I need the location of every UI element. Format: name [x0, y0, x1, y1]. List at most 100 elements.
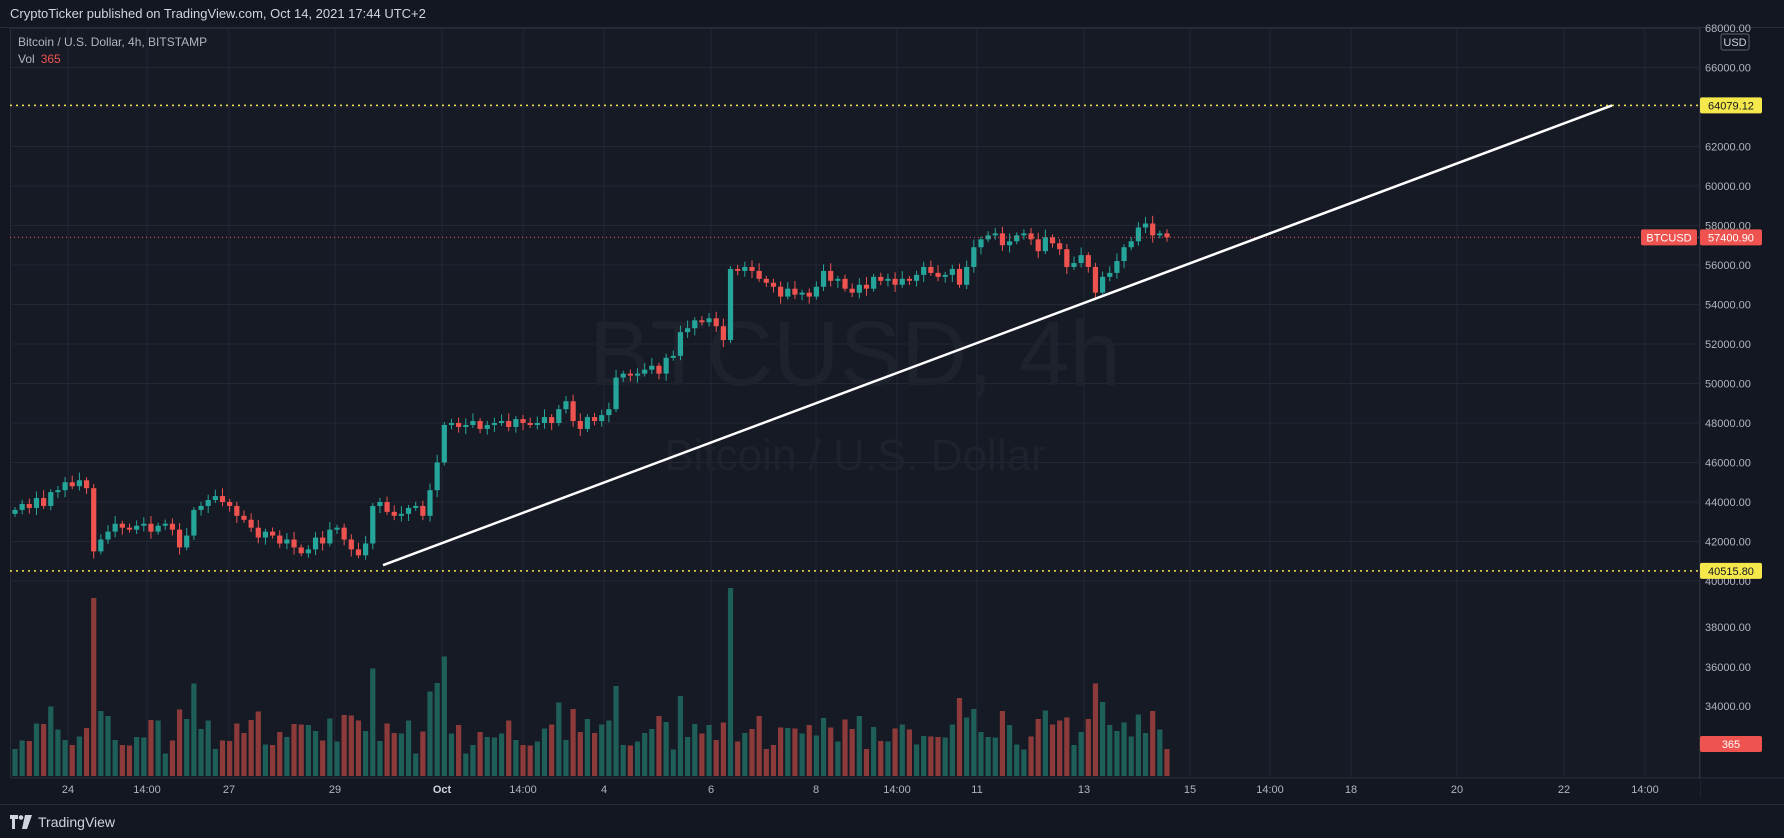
volume-bar[interactable]	[527, 745, 533, 777]
candle-body[interactable]	[155, 525, 161, 532]
volume-bar[interactable]	[1049, 724, 1056, 777]
volume-bar[interactable]	[606, 720, 612, 777]
candle-body[interactable]	[799, 292, 805, 295]
candle-body[interactable]	[1064, 249, 1070, 267]
volume-bar[interactable]	[620, 745, 626, 776]
upper-level-tag[interactable]	[1700, 97, 1762, 114]
candle-body[interactable]	[227, 502, 233, 506]
volume-bar[interactable]	[291, 724, 297, 776]
trend-line[interactable]	[382, 104, 1613, 567]
chart-panel[interactable]	[10, 28, 1700, 794]
volume-bar[interactable]	[484, 737, 490, 776]
candle-body[interactable]	[119, 523, 125, 528]
volume-bar[interactable]	[377, 741, 383, 776]
volume-bar[interactable]	[942, 737, 948, 777]
volume-bar[interactable]	[634, 741, 641, 777]
candle-body[interactable]	[649, 365, 655, 370]
candle-body[interactable]	[148, 523, 154, 532]
volume-bar[interactable]	[284, 737, 290, 776]
candle-body[interactable]	[405, 507, 412, 514]
volume-bar[interactable]	[863, 749, 870, 776]
candle-body[interactable]	[327, 529, 333, 544]
candle-body[interactable]	[892, 278, 898, 285]
volume-bar[interactable]	[398, 733, 404, 777]
volume-bar[interactable]	[91, 598, 97, 776]
volume-bar[interactable]	[19, 740, 25, 777]
candle-body[interactable]	[48, 492, 54, 506]
candle-body[interactable]	[1014, 235, 1020, 242]
time-axis[interactable]	[10, 778, 1700, 798]
volume-bar[interactable]	[1057, 720, 1063, 777]
volume-bar[interactable]	[355, 720, 362, 777]
volume-bar[interactable]	[1028, 736, 1034, 777]
candle-body[interactable]	[1085, 255, 1091, 267]
volume-bar[interactable]	[1078, 732, 1084, 776]
candle-body[interactable]	[219, 496, 226, 502]
candle-body[interactable]	[19, 503, 25, 510]
volume-bar[interactable]	[470, 745, 476, 776]
volume-bar[interactable]	[219, 740, 226, 777]
volume-bar[interactable]	[348, 715, 354, 777]
candle-body[interactable]	[806, 292, 812, 297]
candle-body[interactable]	[906, 278, 913, 281]
candle-body[interactable]	[928, 266, 934, 273]
volume-bar[interactable]	[384, 723, 390, 777]
volume-bar[interactable]	[205, 720, 211, 777]
volume-bar[interactable]	[83, 728, 90, 776]
candle-body[interactable]	[670, 355, 676, 358]
candle-body[interactable]	[491, 423, 498, 425]
volume-bar[interactable]	[570, 709, 576, 776]
candle-body[interactable]	[921, 266, 927, 275]
candle-body[interactable]	[391, 511, 397, 516]
candle-body[interactable]	[878, 276, 884, 281]
candle-body[interactable]	[69, 482, 75, 487]
volume-bar[interactable]	[441, 656, 447, 777]
candle-body[interactable]	[599, 415, 605, 422]
volume-bar[interactable]	[878, 741, 884, 776]
candle-body[interactable]	[248, 519, 254, 528]
candle-body[interactable]	[1028, 233, 1034, 240]
candle-body[interactable]	[642, 369, 648, 374]
last-price-tag[interactable]	[1700, 229, 1762, 246]
volume-bar[interactable]	[1021, 749, 1027, 777]
candle-body[interactable]	[377, 502, 383, 506]
candle-body[interactable]	[341, 527, 347, 540]
volume-bar[interactable]	[312, 731, 319, 776]
candle-body[interactable]	[1121, 247, 1127, 262]
volume-bar[interactable]	[1014, 744, 1020, 777]
volume-bar[interactable]	[391, 733, 397, 776]
candle-body[interactable]	[749, 266, 755, 271]
candle-body[interactable]	[1049, 237, 1056, 244]
volume-bar[interactable]	[613, 686, 619, 776]
volume-bar[interactable]	[656, 716, 662, 776]
volume-bar[interactable]	[1092, 683, 1099, 777]
volume-bar[interactable]	[184, 719, 190, 776]
volume-bar[interactable]	[720, 722, 726, 777]
candle-body[interactable]	[778, 286, 784, 297]
candle-body[interactable]	[949, 268, 955, 275]
volume-bar[interactable]	[935, 737, 941, 776]
volume-bar[interactable]	[155, 720, 161, 777]
volume-bar[interactable]	[906, 729, 913, 777]
volume-bar[interactable]	[1164, 749, 1170, 776]
volume-bar[interactable]	[563, 740, 569, 776]
volume-bar[interactable]	[820, 718, 827, 776]
candle-body[interactable]	[1142, 223, 1149, 228]
volume-bar[interactable]	[999, 711, 1006, 776]
candle-body[interactable]	[1057, 243, 1063, 250]
candle-body[interactable]	[785, 288, 791, 297]
volume-bar[interactable]	[899, 724, 905, 777]
volume-bar[interactable]	[198, 729, 204, 776]
volume-bar[interactable]	[456, 725, 462, 776]
candle-body[interactable]	[1114, 261, 1120, 273]
volume-bar[interactable]	[327, 718, 333, 777]
volume-bar[interactable]	[191, 683, 197, 777]
volume-bar[interactable]	[842, 719, 848, 777]
candle-body[interactable]	[205, 500, 211, 506]
candle-body[interactable]	[606, 409, 612, 416]
candle-body[interactable]	[727, 268, 734, 341]
candle-body[interactable]	[513, 419, 519, 427]
candle-body[interactable]	[942, 274, 948, 277]
volume-bar[interactable]	[763, 749, 769, 776]
candle-body[interactable]	[162, 523, 168, 526]
